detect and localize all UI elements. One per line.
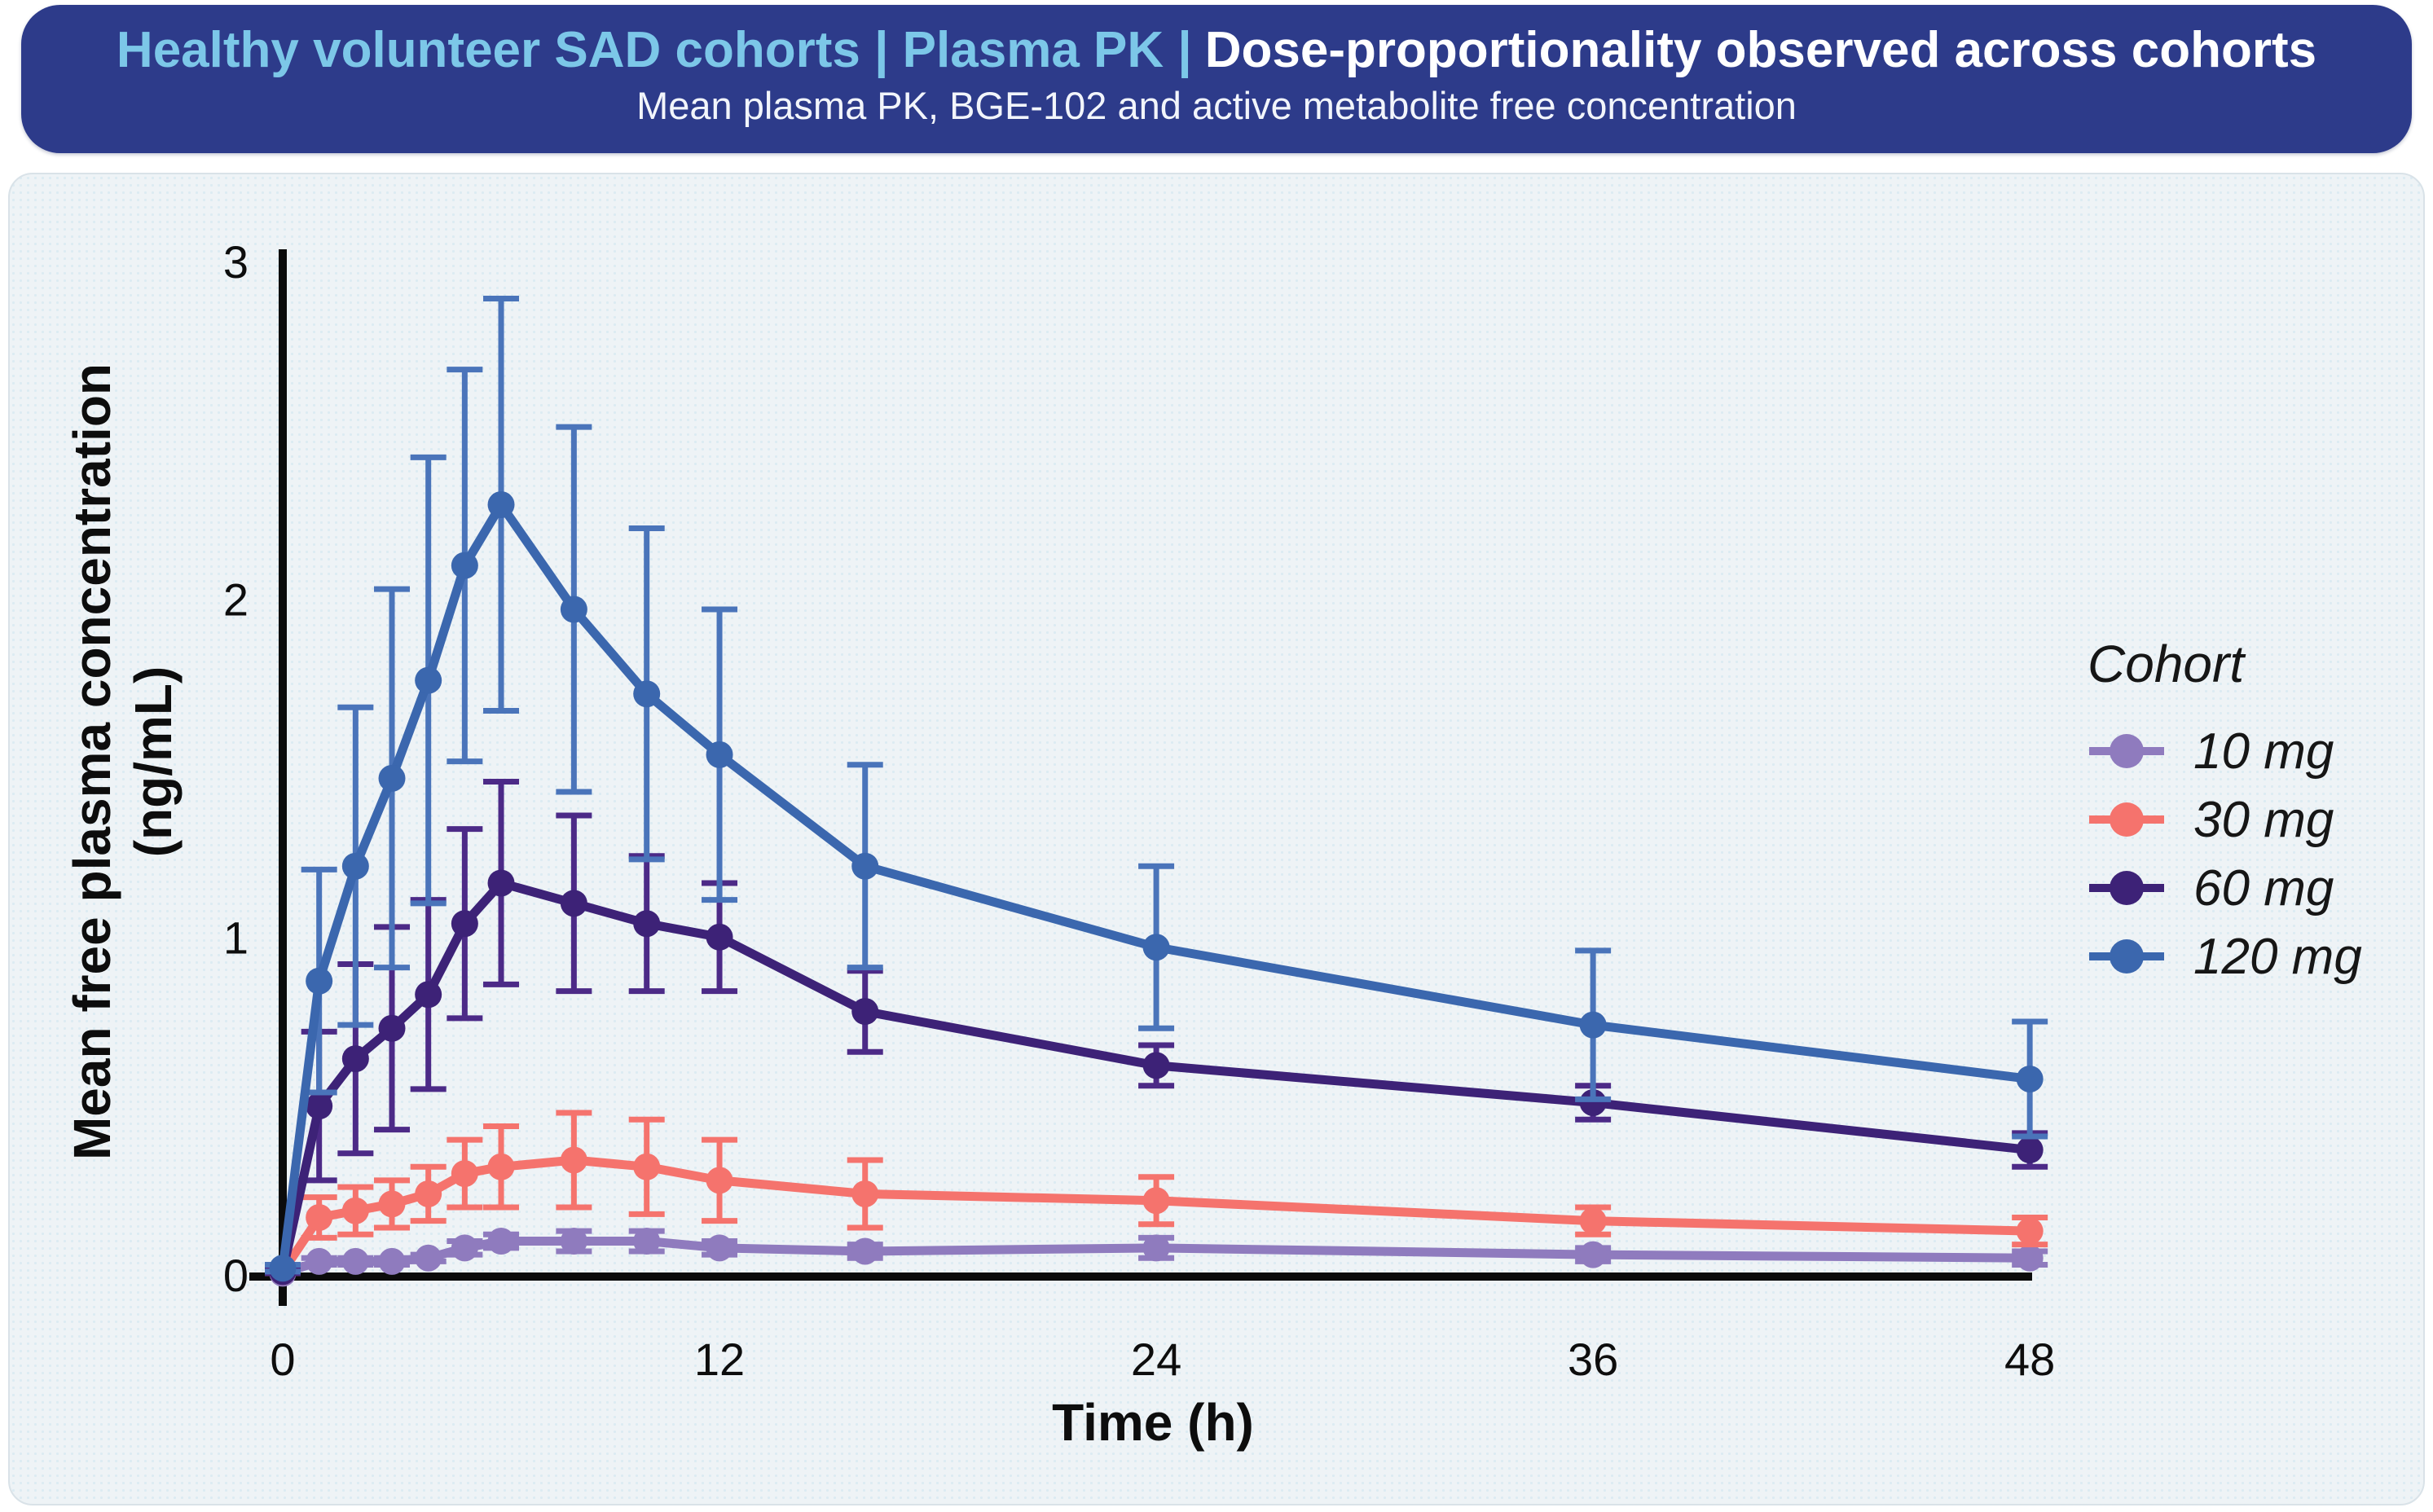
x-tick-label: 48: [2004, 1334, 2055, 1385]
y-axis-title-line1: Mean free plasma concentration: [63, 363, 121, 1160]
data-point-120-mg: [706, 741, 733, 768]
y-axis-title-line2: (ng/mL): [124, 666, 183, 858]
data-point-30-mg: [706, 1167, 733, 1194]
data-point-30-mg: [306, 1204, 333, 1232]
legend-label-10mg: 10 mg: [2193, 723, 2334, 780]
data-point-30-mg: [487, 1153, 515, 1180]
legend-label-30mg: 30 mg: [2193, 791, 2334, 848]
data-point-10-mg: [341, 1247, 369, 1275]
data-point-120-mg: [1142, 934, 1170, 961]
title-banner: Healthy volunteer SAD cohorts | Plasma P…: [21, 5, 2412, 153]
data-point-60-mg: [451, 910, 478, 938]
data-point-10-mg: [633, 1228, 661, 1255]
page-title: Healthy volunteer SAD cohorts | Plasma P…: [21, 22, 2412, 78]
chart-panel: [8, 173, 2425, 1505]
data-point-10-mg: [851, 1237, 879, 1265]
data-point-10-mg: [415, 1244, 442, 1272]
data-point-120-mg: [415, 666, 442, 694]
series-line-120-mg: [278, 499, 2035, 1273]
data-point-60-mg: [560, 890, 587, 917]
legend-marker-120mg-icon: [2089, 939, 2164, 974]
x-tick-label: 36: [1568, 1334, 1618, 1385]
data-point-30-mg: [560, 1146, 587, 1174]
x-tick-label: 24: [1131, 1334, 1181, 1385]
data-point-10-mg: [706, 1234, 733, 1262]
y-tick-label: 2: [223, 574, 249, 626]
data-point-30-mg: [341, 1197, 369, 1224]
data-point-60-mg: [487, 869, 515, 897]
y-tick-label: 0: [223, 1250, 249, 1301]
data-point-30-mg: [451, 1160, 478, 1188]
data-point-120-mg: [560, 596, 587, 623]
data-point-120-mg: [451, 552, 478, 579]
data-point-60-mg: [341, 1045, 369, 1073]
data-point-120-mg: [2016, 1065, 2044, 1092]
data-point-30-mg: [633, 1153, 661, 1180]
data-point-120-mg: [341, 852, 369, 880]
legend-item-120mg: 120 mg: [2088, 922, 2413, 991]
data-point-10-mg: [1142, 1234, 1170, 1262]
page-subtitle: Mean plasma PK, BGE-102 and active metab…: [636, 84, 1797, 128]
y-tick-label: 3: [223, 236, 249, 288]
data-point-60-mg: [306, 1092, 333, 1120]
data-point-60-mg: [1579, 1089, 1607, 1117]
legend-marker-30mg-icon: [2089, 802, 2164, 837]
data-point-60-mg: [1142, 1052, 1170, 1079]
legend: Cohort 10 mg 30 mg 60 mg 120 mg: [2088, 634, 2413, 991]
x-tick-label: 0: [270, 1334, 295, 1385]
legend-item-30mg: 30 mg: [2088, 785, 2413, 854]
data-point-60-mg: [706, 923, 733, 951]
data-point-120-mg: [306, 967, 333, 995]
data-point-120-mg: [269, 1255, 297, 1282]
data-point-30-mg: [851, 1180, 879, 1207]
data-point-30-mg: [1142, 1187, 1170, 1215]
data-point-10-mg: [560, 1228, 587, 1255]
data-point-120-mg: [487, 490, 515, 518]
data-point-10-mg: [487, 1228, 515, 1255]
y-tick-label: 1: [223, 912, 249, 963]
legend-item-10mg: 10 mg: [2088, 717, 2413, 785]
data-point-60-mg: [633, 910, 661, 938]
data-point-60-mg: [851, 998, 879, 1026]
data-point-10-mg: [1579, 1241, 1607, 1268]
x-axis-title: Time (h): [1052, 1393, 1254, 1452]
data-point-10-mg: [451, 1234, 478, 1262]
data-point-60-mg: [2016, 1136, 2044, 1164]
data-point-60-mg: [378, 1014, 406, 1042]
legend-marker-10mg-icon: [2089, 734, 2164, 768]
legend-marker-60mg-icon: [2089, 871, 2164, 905]
data-point-120-mg: [851, 852, 879, 880]
data-point-10-mg: [306, 1247, 333, 1275]
data-point-30-mg: [415, 1180, 442, 1207]
data-point-30-mg: [378, 1190, 406, 1218]
data-point-10-mg: [378, 1247, 406, 1275]
legend-label-120mg: 120 mg: [2193, 928, 2362, 985]
data-point-10-mg: [2016, 1244, 2044, 1272]
data-point-120-mg: [378, 764, 406, 792]
data-point-60-mg: [415, 981, 442, 1009]
x-tick-label: 12: [694, 1334, 745, 1385]
data-point-120-mg: [633, 680, 661, 708]
page-title-highlight: Healthy volunteer SAD cohorts | Plasma P…: [116, 22, 1192, 78]
page-title-rest: Dose-proportionality observed across coh…: [1204, 22, 2317, 78]
legend-title: Cohort: [2088, 635, 2245, 693]
legend-item-60mg: 60 mg: [2088, 854, 2413, 922]
data-point-30-mg: [2016, 1217, 2044, 1245]
data-point-30-mg: [1579, 1207, 1607, 1235]
data-point-120-mg: [1579, 1011, 1607, 1039]
legend-label-60mg: 60 mg: [2193, 859, 2334, 916]
